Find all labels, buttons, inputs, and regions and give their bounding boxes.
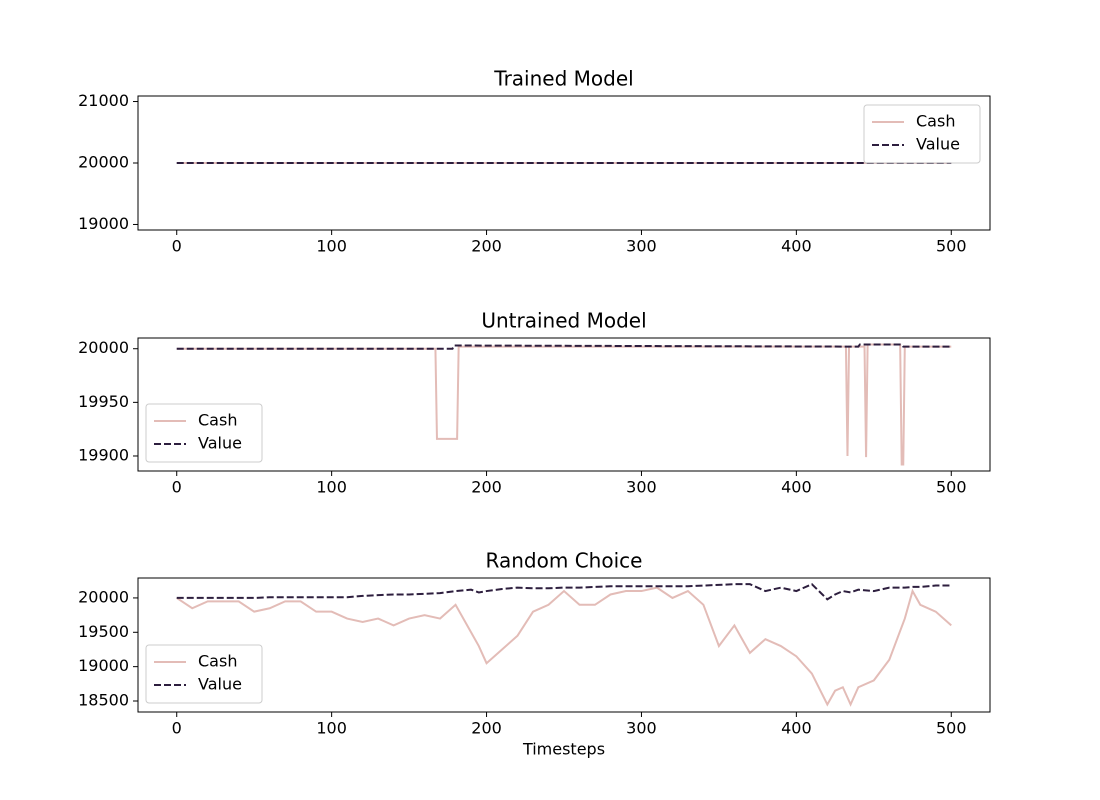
x-tick-label: 400 bbox=[781, 478, 812, 497]
x-tick-label: 0 bbox=[172, 237, 182, 256]
x-tick-label: 100 bbox=[316, 478, 347, 497]
legend: Cash Value bbox=[145, 644, 263, 704]
x-tick-label: 100 bbox=[316, 719, 347, 738]
legend-label: Cash bbox=[198, 411, 237, 430]
y-tick-label: 20000 bbox=[78, 587, 129, 606]
subplot-title: Untrained Model bbox=[481, 309, 646, 333]
line-1 bbox=[176, 343, 952, 350]
legend-label: Cash bbox=[198, 652, 237, 671]
y-tick-label: 19000 bbox=[78, 656, 129, 675]
x-tick-label: 0 bbox=[172, 719, 182, 738]
legend-label: Value bbox=[198, 434, 242, 453]
subplot-title: Trained Model bbox=[493, 67, 633, 91]
legend-frame bbox=[863, 104, 981, 164]
x-tick-label: 200 bbox=[471, 719, 502, 738]
y-tick-label: 19900 bbox=[78, 445, 129, 464]
legend: Cash Value bbox=[863, 104, 981, 164]
x-tick-label: 500 bbox=[936, 478, 967, 497]
x-tick-label: 400 bbox=[781, 719, 812, 738]
legend-label: Cash bbox=[916, 112, 955, 131]
subplot-title: Random Choice bbox=[486, 549, 643, 573]
x-tick-label: 300 bbox=[626, 237, 657, 256]
y-tick-label: 20000 bbox=[78, 338, 129, 357]
line-0 bbox=[176, 343, 952, 466]
legend: Cash Value bbox=[145, 403, 263, 463]
legend-frame bbox=[145, 403, 263, 463]
legend-label: Value bbox=[198, 675, 242, 694]
y-tick-label: 19500 bbox=[78, 622, 129, 641]
legend-label: Value bbox=[916, 135, 960, 154]
line-0 bbox=[176, 586, 952, 707]
x-tick-label: 200 bbox=[471, 478, 502, 497]
y-tick-label: 19950 bbox=[78, 392, 129, 411]
y-tick-label: 20000 bbox=[78, 153, 129, 172]
y-tick-label: 18500 bbox=[78, 691, 129, 710]
y-tick-label: 21000 bbox=[78, 91, 129, 110]
x-tick-label: 100 bbox=[316, 237, 347, 256]
x-tick-label: 200 bbox=[471, 237, 502, 256]
x-tick-label: 0 bbox=[172, 478, 182, 497]
x-tick-label: 500 bbox=[936, 237, 967, 256]
legend-frame bbox=[145, 644, 263, 704]
x-tick-label: 300 bbox=[626, 478, 657, 497]
x-tick-label: 500 bbox=[936, 719, 967, 738]
x-tick-label: 400 bbox=[781, 237, 812, 256]
axes-frame bbox=[137, 577, 991, 713]
x-axis-label: Timesteps bbox=[522, 740, 605, 759]
axes-frame bbox=[137, 95, 991, 231]
y-tick-label: 19000 bbox=[78, 214, 129, 233]
x-tick-label: 300 bbox=[626, 719, 657, 738]
axes-frame bbox=[137, 337, 991, 472]
line-1 bbox=[176, 582, 952, 601]
